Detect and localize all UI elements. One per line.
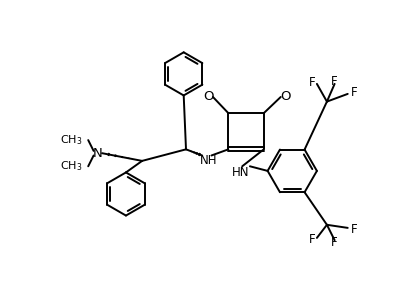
Text: F: F: [330, 75, 337, 88]
Text: HN: HN: [231, 166, 249, 179]
Text: O: O: [279, 90, 290, 103]
Text: F: F: [330, 236, 337, 249]
Text: N: N: [92, 147, 102, 160]
Text: F: F: [308, 233, 314, 246]
Text: O: O: [203, 90, 213, 103]
Text: F: F: [350, 86, 356, 99]
Text: NH: NH: [200, 154, 217, 168]
Text: F: F: [350, 223, 356, 236]
Text: F: F: [308, 76, 314, 89]
Text: CH$_3$: CH$_3$: [60, 159, 83, 173]
Text: CH$_3$: CH$_3$: [60, 133, 83, 147]
